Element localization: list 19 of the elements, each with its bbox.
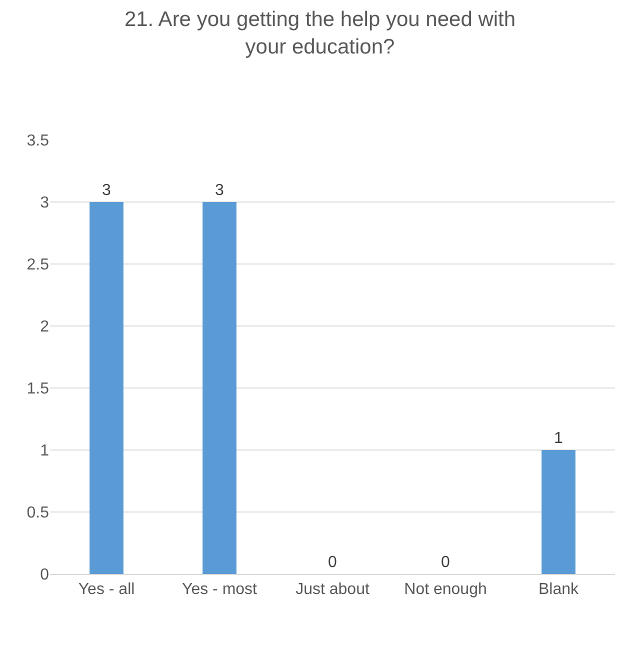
data-label: 0 (441, 554, 450, 571)
y-tick-label: 2 (40, 318, 50, 336)
y-tick-label: 3.5 (26, 132, 50, 150)
chart-title: 21. Are you getting the help you need with your education? (124, 8, 516, 58)
data-label: 1 (554, 430, 563, 447)
data-label: 3 (215, 182, 224, 199)
y-tick-label: 2.5 (26, 256, 50, 274)
x-tick-label: Just about (296, 581, 370, 598)
y-tick-label: 0 (40, 566, 50, 584)
data-label: 3 (102, 182, 111, 199)
y-tick-label: 1.5 (26, 380, 50, 398)
y-tick-label: 3 (40, 194, 50, 212)
x-tick-label: Not enough (404, 581, 487, 598)
y-tick-label: 1 (40, 442, 50, 460)
y-tick-label: 0.5 (26, 504, 50, 522)
x-tick-label: Yes - all (78, 581, 135, 598)
x-tick-label: Yes - most (182, 581, 258, 598)
data-label: 0 (328, 554, 337, 571)
x-tick-label: Blank (538, 581, 580, 598)
